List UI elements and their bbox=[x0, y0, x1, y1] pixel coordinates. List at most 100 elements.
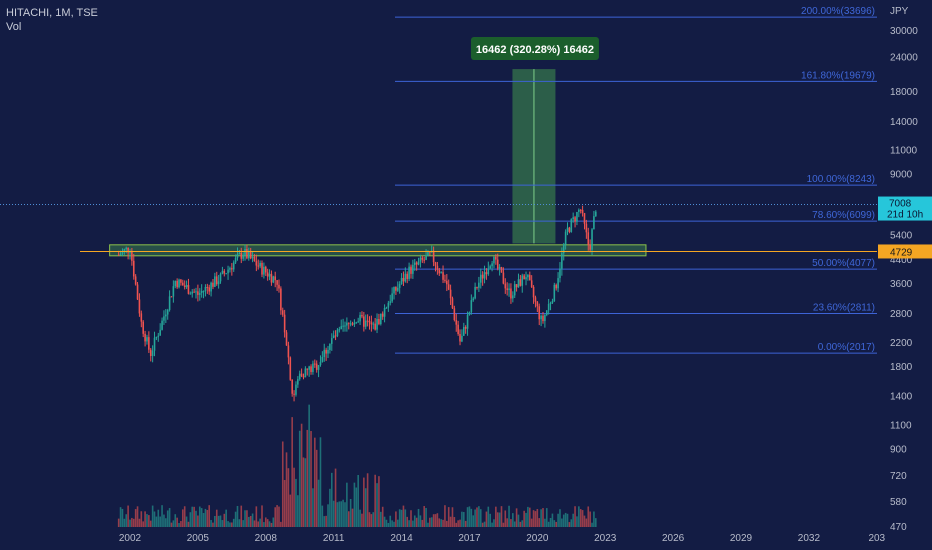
candle-body bbox=[364, 320, 367, 327]
candle-body bbox=[412, 264, 414, 274]
candle-body bbox=[355, 322, 358, 324]
volume-bar bbox=[342, 499, 344, 527]
time-axis[interactable]: 2002 2005 2008 2011 2014 2017 2020 2023 2026 2029… bbox=[119, 533, 886, 544]
candle-body bbox=[359, 314, 361, 322]
candle-body bbox=[440, 272, 442, 274]
volume-bar bbox=[346, 482, 348, 527]
candle-body bbox=[496, 259, 499, 269]
volume-bar bbox=[259, 518, 261, 527]
fib-label: 0.00%(2017) bbox=[818, 342, 875, 353]
volume-bar bbox=[261, 505, 263, 527]
volume-bar bbox=[515, 508, 518, 527]
volume-bar bbox=[500, 506, 503, 527]
volume-bar bbox=[462, 512, 465, 527]
level-marker-value: 4729 bbox=[890, 247, 913, 258]
candle-body bbox=[125, 247, 128, 250]
volume-bar bbox=[544, 518, 546, 527]
volume-bar bbox=[366, 473, 369, 527]
candle-body bbox=[323, 349, 326, 358]
candle-body bbox=[180, 279, 182, 283]
volume-bar bbox=[415, 517, 418, 527]
volume-bar bbox=[566, 513, 569, 527]
candle-body bbox=[144, 333, 146, 342]
candle-body bbox=[479, 274, 482, 283]
volume-bar bbox=[530, 518, 533, 527]
candle-body bbox=[127, 247, 129, 253]
candle-body bbox=[376, 319, 378, 330]
candle-body bbox=[576, 211, 578, 222]
candle-body bbox=[574, 217, 576, 222]
volume-bar bbox=[142, 521, 145, 527]
volume-bar bbox=[215, 509, 218, 527]
candle-body bbox=[462, 327, 465, 336]
price-tick: 18000 bbox=[890, 87, 918, 98]
volume-bar bbox=[593, 511, 595, 527]
volume-bar bbox=[425, 508, 427, 527]
time-tick: 2017 bbox=[458, 533, 481, 544]
candles-layer bbox=[117, 205, 597, 402]
volume-bar bbox=[280, 521, 282, 527]
volume-bar bbox=[432, 514, 435, 527]
candle-body bbox=[423, 259, 425, 261]
candle-body bbox=[317, 365, 320, 370]
volume-bar bbox=[182, 509, 184, 527]
time-tick: 203 bbox=[868, 533, 885, 544]
volume-bar bbox=[368, 512, 371, 527]
candle-body bbox=[351, 323, 354, 325]
price-tick: 1400 bbox=[890, 392, 913, 403]
volume-bar bbox=[246, 510, 248, 527]
volume-bar bbox=[149, 520, 152, 527]
fib-label: 100.00%(8243) bbox=[807, 174, 875, 185]
candle-body bbox=[521, 275, 524, 286]
price-axis[interactable]: 3000024000180001400011000900070005400440… bbox=[878, 26, 932, 533]
volume-bar bbox=[210, 519, 212, 527]
price-tick: 720 bbox=[890, 471, 907, 482]
candle-body bbox=[393, 287, 395, 294]
volume-bar bbox=[521, 520, 524, 527]
candle-body bbox=[493, 256, 495, 264]
candle-body bbox=[361, 314, 363, 317]
volume-bar bbox=[489, 513, 491, 527]
volume-bar bbox=[396, 519, 399, 527]
candle-body bbox=[513, 284, 516, 296]
volume-bar bbox=[557, 513, 559, 527]
volume-legend: Vol bbox=[6, 21, 21, 33]
volume-bar bbox=[312, 488, 314, 527]
volume-bar bbox=[136, 506, 139, 527]
candle-body bbox=[372, 323, 375, 325]
candle-body bbox=[346, 322, 348, 326]
candle-body bbox=[189, 293, 192, 295]
time-tick: 2029 bbox=[730, 533, 753, 544]
candle-body bbox=[287, 345, 290, 358]
volume-bar bbox=[589, 511, 591, 527]
candle-body bbox=[578, 209, 580, 212]
time-tick: 2002 bbox=[119, 533, 142, 544]
volume-bar bbox=[572, 513, 574, 527]
volume-bar bbox=[321, 505, 324, 527]
volume-bar bbox=[232, 518, 235, 527]
volume-bar bbox=[257, 521, 260, 527]
candle-body bbox=[383, 307, 386, 317]
candle-body bbox=[191, 291, 194, 294]
volume-bar bbox=[234, 511, 237, 527]
candle-body bbox=[238, 252, 241, 255]
candle-body bbox=[444, 279, 446, 281]
candle-body bbox=[570, 219, 573, 232]
candle-body bbox=[453, 308, 456, 321]
fib-label: 50.00%(4077) bbox=[812, 258, 875, 269]
volume-bar bbox=[374, 474, 376, 527]
volume-bar bbox=[351, 508, 354, 527]
volume-bar bbox=[410, 510, 412, 527]
volume-bar bbox=[361, 513, 363, 527]
candle-body bbox=[547, 303, 550, 311]
volume-bar bbox=[327, 504, 329, 527]
candle-body bbox=[495, 256, 497, 260]
candle-body bbox=[151, 350, 154, 356]
volume-bar bbox=[132, 518, 135, 527]
candle-body bbox=[276, 280, 278, 285]
candle-body bbox=[193, 291, 195, 293]
candle-body bbox=[278, 284, 280, 289]
volume-bar bbox=[542, 508, 544, 527]
candle-body bbox=[427, 251, 429, 256]
